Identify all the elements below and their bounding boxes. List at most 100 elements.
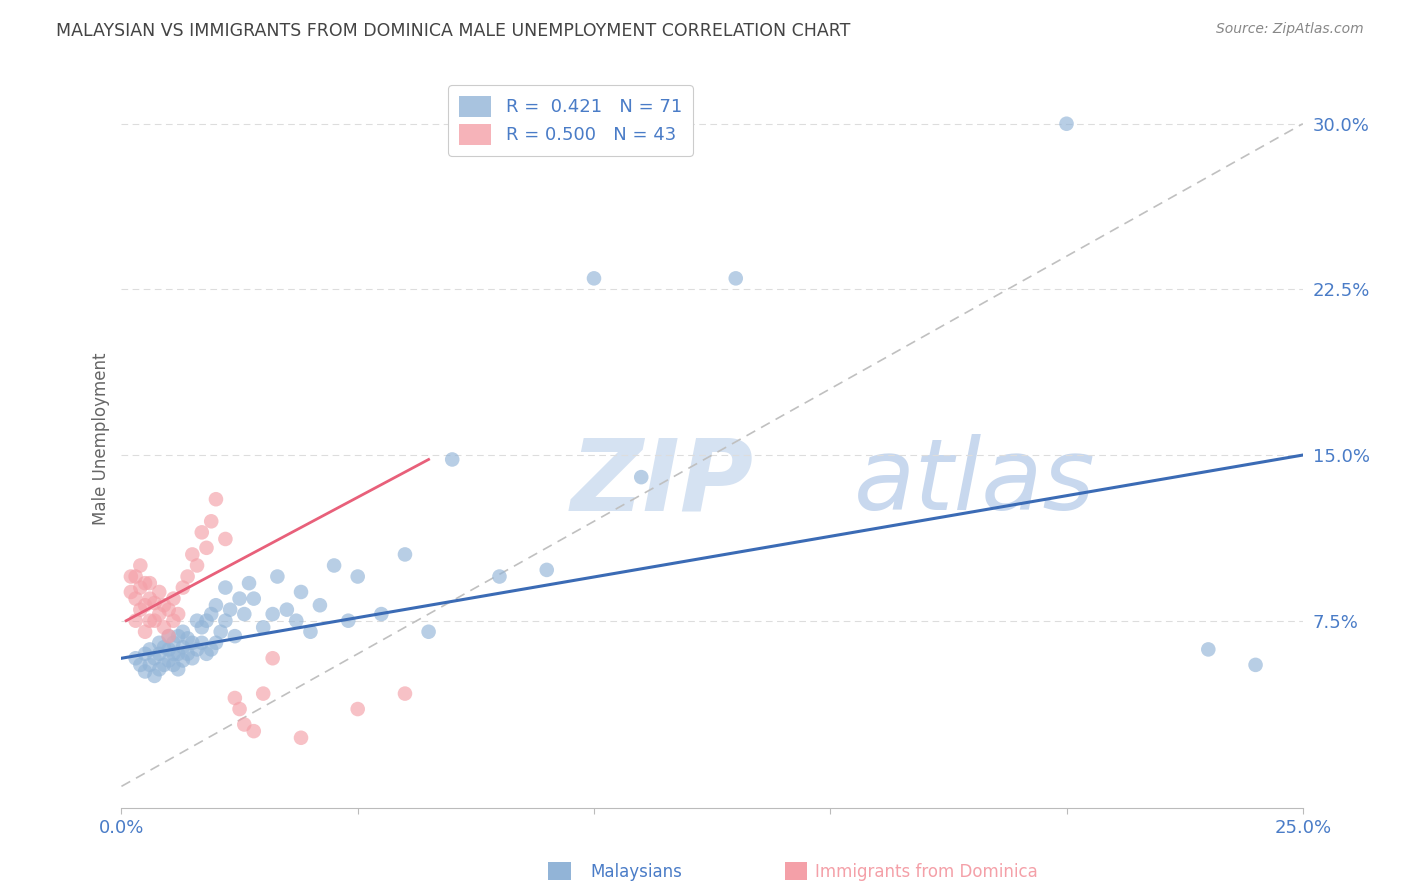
Point [1056,117,1078,131]
Point [162,636,184,650]
Point [181,548,204,562]
Point [228,591,250,606]
Point [191,525,214,540]
Point [262,607,284,621]
Point [139,657,162,672]
Point [219,602,242,616]
Point [143,596,166,610]
Text: Malaysians: Malaysians [591,863,682,881]
Text: MALAYSIAN VS IMMIGRANTS FROM DOMINICA MALE UNEMPLOYMENT CORRELATION CHART: MALAYSIAN VS IMMIGRANTS FROM DOMINICA MA… [56,22,851,40]
Legend: R =  0.421   N = 71, R = 0.500   N = 43: R = 0.421 N = 71, R = 0.500 N = 43 [449,85,693,155]
Point [630,470,652,484]
Point [157,602,180,616]
Point [148,585,170,599]
Point [337,614,360,628]
Point [139,591,162,606]
Point [172,581,194,595]
Point [167,629,190,643]
Point [205,492,228,507]
Point [167,607,190,621]
Point [120,585,142,599]
Point [242,591,264,606]
Point [582,271,605,285]
Point [176,569,198,583]
Point [299,624,322,639]
Point [139,642,162,657]
Point [191,620,214,634]
Point [224,629,246,643]
Point [134,576,156,591]
Point [181,651,204,665]
Point [394,548,416,562]
Point [536,563,558,577]
Point [200,607,222,621]
Point [285,614,308,628]
Point [139,576,162,591]
Point [238,576,260,591]
Point [214,532,236,546]
Point [200,514,222,528]
Point [186,614,208,628]
Text: ZIP: ZIP [571,434,754,532]
Point [290,731,312,745]
Point [129,657,152,672]
Point [124,651,146,665]
Point [186,642,208,657]
Text: Immigrants from Dominica: Immigrants from Dominica [815,863,1038,881]
Point [195,541,218,555]
Point [181,636,204,650]
Point [195,614,218,628]
Point [124,569,146,583]
Point [157,653,180,667]
Point [148,662,170,676]
Point [157,642,180,657]
Point [162,657,184,672]
Point [394,687,416,701]
Point [370,607,392,621]
Point [1244,657,1267,672]
Point [346,702,368,716]
Point [157,629,180,643]
Point [309,599,332,613]
Point [162,647,184,661]
Point [172,640,194,655]
Point [276,602,298,616]
Point [124,591,146,606]
Point [290,585,312,599]
Point [176,632,198,646]
Point [214,614,236,628]
Point [186,558,208,573]
Point [148,607,170,621]
Point [224,691,246,706]
Point [129,581,152,595]
Point [129,602,152,616]
Point [143,669,166,683]
Point [120,569,142,583]
Point [153,640,176,655]
Point [157,629,180,643]
Point [242,724,264,739]
Point [266,569,288,583]
Point [205,636,228,650]
Point [441,452,464,467]
Point [172,653,194,667]
Point [143,651,166,665]
Point [233,607,256,621]
Point [252,687,274,701]
Point [124,614,146,628]
Point [724,271,747,285]
Point [134,599,156,613]
Point [233,717,256,731]
Point [205,599,228,613]
Point [172,624,194,639]
Point [134,665,156,679]
Point [134,624,156,639]
Point [252,620,274,634]
Point [488,569,510,583]
Point [153,620,176,634]
Text: atlas: atlas [853,434,1095,532]
Point [162,614,184,628]
Point [323,558,346,573]
Point [153,599,176,613]
Point [129,558,152,573]
